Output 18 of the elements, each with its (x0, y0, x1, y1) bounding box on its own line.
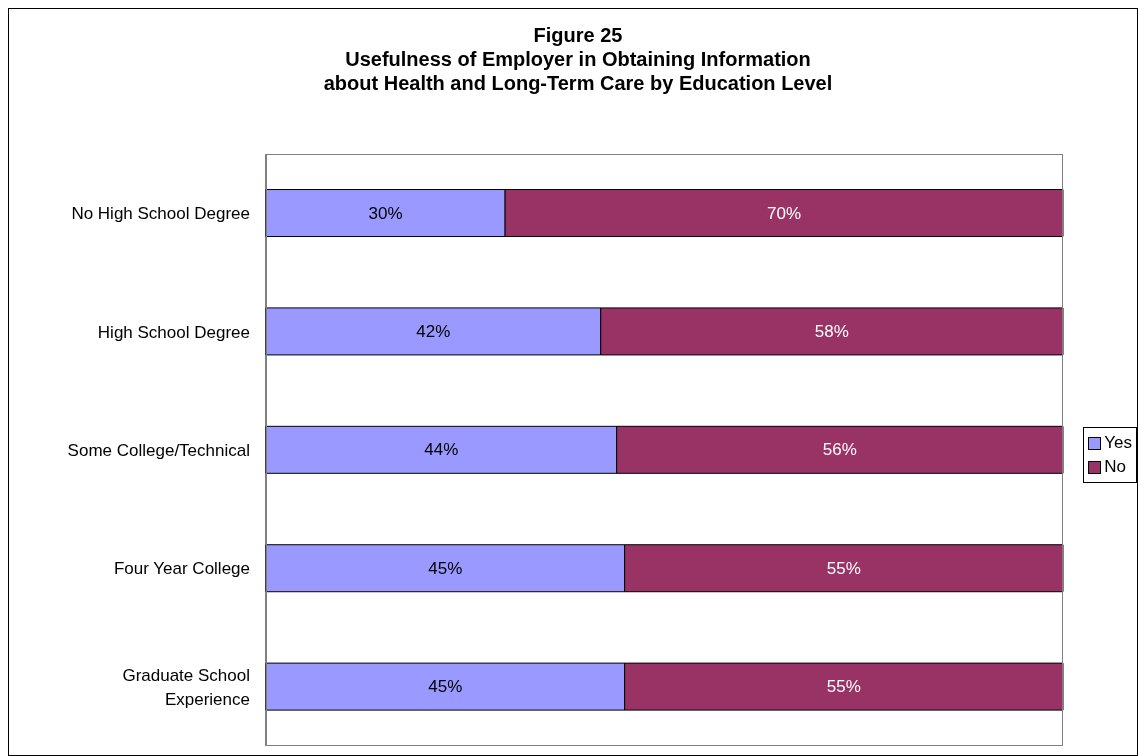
data-label: 42% (416, 321, 451, 341)
y-tick-label: Some College/Technical (67, 440, 250, 460)
data-label: 30% (368, 203, 403, 223)
legend-label: Yes (1104, 432, 1132, 454)
y-tick-label: High School Degree (97, 322, 250, 342)
data-label: 55% (826, 677, 861, 697)
data-label: 58% (814, 321, 849, 341)
data-label: 55% (826, 558, 861, 578)
y-tick-label: Four Year College (113, 558, 250, 578)
chart-title: Figure 25 Usefulness of Employer in Obtaining Information about Health and Long-Term Care by Education Level (322, 23, 834, 95)
legend-label: No (1104, 456, 1126, 478)
y-tick-label: No High School Degree (71, 203, 250, 223)
data-label: 45% (428, 558, 463, 578)
data-label: 44% (424, 440, 459, 460)
y-tick-label: Graduate School Experience (122, 665, 250, 709)
data-label: 56% (822, 440, 857, 460)
data-label: 45% (428, 677, 463, 697)
data-label: 70% (767, 203, 802, 223)
